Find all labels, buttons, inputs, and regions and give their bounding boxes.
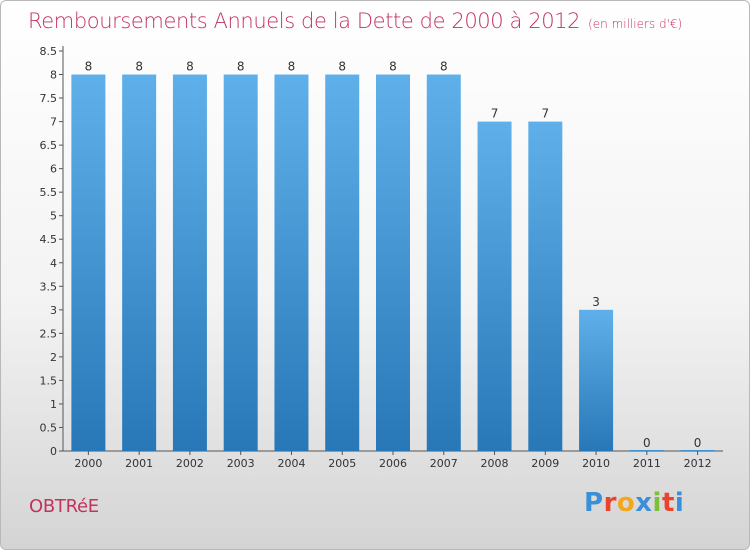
data-label: 8 [135,60,143,74]
y-tick-label: 3 [50,304,57,317]
proxiti-logo: Proxiti [584,488,684,518]
y-tick-label: 1.5 [40,374,58,387]
data-label: 8 [237,60,245,74]
y-tick-label: 7 [50,116,57,129]
logo-letter: i [674,488,685,518]
bar-2003 [223,74,258,451]
x-tick-label: 2006 [379,457,407,470]
logo-letter: r [603,488,617,518]
x-tick-label: 2011 [633,457,661,470]
data-labels: 8 8 8 8 8 8 8 8 7 7 3 0 0 [85,60,702,450]
bar-2001 [122,74,157,451]
y-tick-label: 0.5 [40,421,58,434]
bar-2010 [579,309,614,451]
bar-2009 [528,121,563,452]
data-label: 8 [389,60,397,74]
y-tick-label: 5.5 [40,186,58,199]
chart-title: Remboursements Annuels de la Dette de 20… [28,9,682,33]
data-label: 0 [643,436,651,450]
logo-letter: x [635,488,653,518]
data-label: 8 [440,60,448,74]
x-tick-label: 2009 [531,457,559,470]
y-tick-label: 6 [50,163,57,176]
y-tick-label: 5 [50,210,57,223]
y-tick-label: 2 [50,351,57,364]
y-tick-label: 0 [50,445,57,458]
bar-2004 [274,74,309,451]
x-tick-label: 2000 [74,457,102,470]
logo-letter: P [584,488,604,518]
data-label: 8 [338,60,346,74]
data-label: 8 [288,60,296,74]
y-tick-label: 4 [50,257,57,270]
data-label: 8 [85,60,93,74]
data-label: 8 [186,60,194,74]
bar-2012 [680,450,715,451]
bar-2006 [376,74,410,451]
chart-axes: 0 0.5 1 1.5 2 2.5 3 3.5 4 4.5 5 5.5 6 6.5 7 7.5 8 8.5 2000… [40,45,723,470]
chart-unit: (en milliers d'€) [588,17,683,31]
y-tick-label: 1 [50,398,57,411]
logo-letter: i [652,488,662,518]
data-label: 7 [491,107,499,121]
y-tick-label: 8 [50,69,57,82]
bar-2007 [426,74,461,451]
y-tick-label: 2.5 [40,327,58,340]
logo-letter: o [616,488,636,518]
y-tick-label: 4.5 [40,233,58,246]
bar-2011 [629,450,664,451]
bar-2000 [71,74,106,451]
bar-series [71,74,715,452]
y-tick-label: 6.5 [40,139,58,152]
logo-letter: t [661,488,675,518]
chart-title-text: Remboursements Annuels de la Dette de 20… [28,9,581,33]
x-tick-label: 2002 [176,457,204,470]
y-tick-label: 7.5 [40,92,58,105]
x-tick-label: 2007 [430,457,458,470]
data-label: 0 [694,436,702,450]
x-tick-label: 2010 [582,457,610,470]
bar-2005 [325,74,360,451]
bar-2008 [477,121,512,452]
data-label: 3 [592,295,600,309]
x-tick-label: 2012 [684,457,712,470]
x-tick-label: 2004 [277,457,305,470]
data-label: 7 [541,107,549,121]
bar-2002 [172,74,207,451]
x-tick-label: 2005 [328,457,356,470]
y-tick-label: 3.5 [40,280,58,293]
x-tick-label: 2008 [481,457,509,470]
x-tick-label: 2001 [125,457,153,470]
x-tick-label: 2003 [227,457,255,470]
y-tick-label: 8.5 [40,45,58,58]
commune-name: OBTRéE [29,496,99,517]
